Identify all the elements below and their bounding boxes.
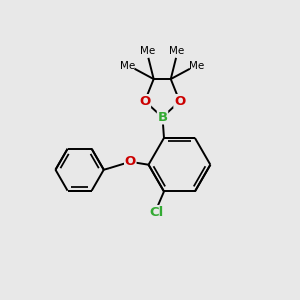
Text: Me: Me	[140, 46, 155, 56]
Text: O: O	[139, 94, 151, 108]
Text: Me: Me	[120, 61, 136, 71]
Text: B: B	[158, 111, 168, 124]
Text: Me: Me	[169, 46, 184, 56]
Text: O: O	[174, 94, 185, 108]
Text: O: O	[124, 155, 136, 168]
Text: Me: Me	[189, 61, 204, 71]
Text: Cl: Cl	[149, 206, 164, 219]
